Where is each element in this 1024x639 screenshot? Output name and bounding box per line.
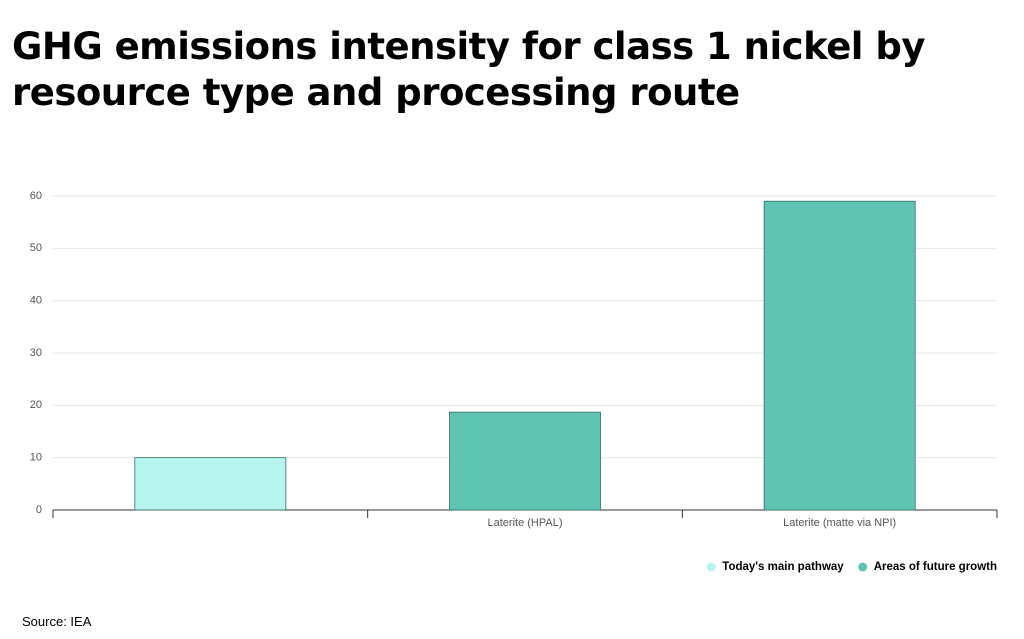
y-tick-label: 20 xyxy=(30,399,42,411)
bar xyxy=(763,200,916,511)
legend-swatch xyxy=(858,562,868,572)
source: Source: IEA xyxy=(22,614,92,629)
bar xyxy=(134,457,287,511)
legend-label: Areas of future growth xyxy=(874,561,997,573)
y-tick-label: 30 xyxy=(30,347,42,359)
legend-swatch xyxy=(706,562,716,572)
chart-title: GHG emissions intensity for class 1 nick… xyxy=(12,25,925,114)
x-tick-label: Laterite (HPAL) xyxy=(488,517,563,529)
y-tick-label: 0 xyxy=(36,504,42,516)
bar xyxy=(449,411,601,511)
y-tick-label: 40 xyxy=(30,295,42,307)
y-tick-label: 10 xyxy=(30,452,42,464)
legend-label: Today's main pathway xyxy=(722,561,844,573)
y-tick-label: 60 xyxy=(30,190,42,202)
x-tick-label: Laterite (matte via NPI) xyxy=(783,517,896,529)
y-tick-label: 50 xyxy=(30,242,42,254)
